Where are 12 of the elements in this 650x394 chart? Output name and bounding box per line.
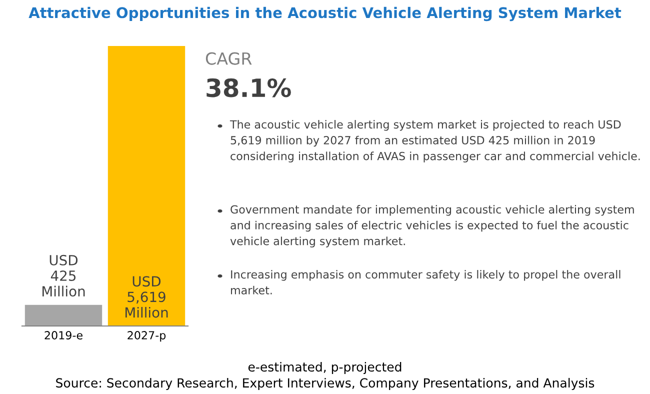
x-tick-label: 2027-p: [128, 331, 166, 342]
data-label: USD 5,619 Million: [126, 276, 168, 318]
text: The acoustic vehicle alerting system market is projected to reach USD 5,619 million by 2027 from an estimated USD 425 million in 2019 considering installation of AVAS in passenger car and commercial vehicle.: [230, 120, 640, 162]
x-tick-label: 2019-e: [44, 331, 82, 340]
data-label: USD 425 Million: [42, 254, 85, 297]
text: Attractive Opportunities in the Acoustic Vehicle Alerting System Market: [28, 6, 622, 22]
source-note: Source: Secondary Research, Expert Interviews, Company Presentations, and Analysis: [56, 378, 594, 390]
text: 38.1%: [206, 78, 291, 98]
text: Increasing emphasis on commuter safety is likely to propel the overall market.: [231, 270, 620, 294]
text: CAGR: [206, 52, 252, 65]
text: e-estimated, p-projected: [248, 362, 402, 374]
text: Government mandate for implementing acoustic vehicle alerting system and increasing sales of electric vehicles is expected to fuel the acoustic vehicle alerting system market.: [230, 205, 634, 248]
